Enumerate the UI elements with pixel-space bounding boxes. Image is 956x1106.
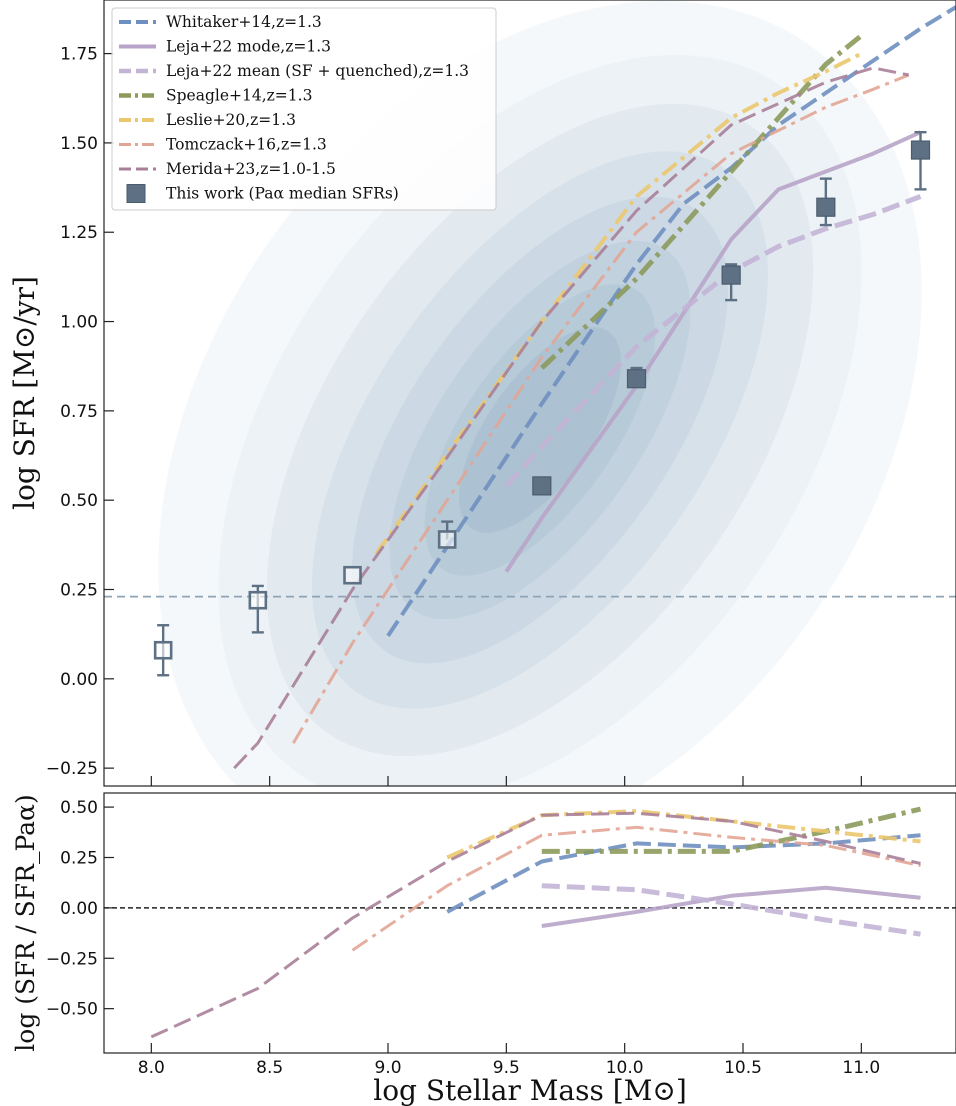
y-tick-label: 1.00 <box>60 313 98 333</box>
residual-line-whitaker-14-z-1-3 <box>446 833 921 914</box>
legend-label-leja-22-mean-sf-quenched-z-1-3: Leja+22 mean (SF + quenched),z=1.3 <box>166 62 469 80</box>
x-tick-label: 10.5 <box>724 1058 762 1078</box>
density-contours <box>218 55 862 786</box>
filled-point-marker <box>816 197 836 217</box>
residual-frame <box>103 792 956 1054</box>
y-axis-title-residual: log (SFR / SFR_Paα) <box>11 794 40 1051</box>
y-axis-title-main: log SFR [M⊙/yr] <box>8 276 41 510</box>
residual-lines <box>150 806 922 1039</box>
y-tick-label: −0.50 <box>46 1000 98 1020</box>
legend-label-merida-23-z-1-0-1-5: Merida+23,z=1.0-1.5 <box>166 160 336 178</box>
paalpha-points <box>153 130 931 677</box>
residual-line-leja-22-mode-z-1-3 <box>541 885 921 928</box>
y-tick-label: 0.25 <box>60 848 98 868</box>
series-line-tomczack-16-z-1-3 <box>292 73 910 744</box>
legend-label-leslie-20-z-1-3: Leslie+20,z=1.3 <box>166 111 296 129</box>
series-line-leslie-20-z-1-3 <box>374 51 863 555</box>
x-tick-label: 8.0 <box>138 1058 165 1078</box>
filled-point-marker <box>910 140 931 160</box>
residual-line-leja-22-mean-sf-quenched-z-1-3 <box>541 883 921 937</box>
y-tick-label: 0.25 <box>60 581 98 601</box>
residual-panel: 8.0 8.5 9.0 9.5 10.0 10.5 11.0 −0.50 −0.25 0.00 0.… <box>46 792 956 1078</box>
legend-label-whitaker-14-z-1-3: Whitaker+14,z=1.3 <box>166 13 322 31</box>
main-frame <box>103 0 956 787</box>
main-axis-ticks: −0.25 0.00 0.25 0.50 0.75 1.00 1.25 1.50 1.75 <box>46 45 862 786</box>
y-tick-label: 1.75 <box>60 45 98 65</box>
series-line-leja-22-mode-z-1-3 <box>504 130 922 573</box>
y-tick-label: 0.00 <box>60 899 98 919</box>
filled-point-marker <box>721 265 741 285</box>
y-tick-label: 0.50 <box>60 491 98 511</box>
open-point-marker <box>343 565 362 585</box>
model-lines <box>233 5 956 770</box>
series-line-leja-22-mean-sf-quenched-z-1-3 <box>504 194 922 488</box>
residual-line-tomczack-16-z-1-3 <box>351 825 921 952</box>
y-tick-label: 0.50 <box>60 798 98 818</box>
x-axis-title: log Stellar Mass [M⊙] <box>373 1074 687 1106</box>
legend-label-tomczack-16-z-1-3: Tomczack+16,z=1.3 <box>166 136 327 154</box>
y-tick-label: −0.25 <box>46 949 98 969</box>
y-tick-label: 1.50 <box>60 134 98 154</box>
y-tick-label: −0.25 <box>46 759 98 779</box>
y-tick-label: 0.75 <box>60 402 98 422</box>
legend-box <box>111 7 497 211</box>
series-line-speagle-14-z-1-3 <box>540 33 863 370</box>
legend-label-speagle-14-z-1-3: Speagle+14,z=1.3 <box>166 87 312 105</box>
legend-marker-paalpha <box>126 184 146 203</box>
filled-point-marker <box>626 369 647 389</box>
main-panel: −0.25 0.00 0.25 0.50 0.75 1.00 1.25 1.50 1.75 Wh… <box>46 0 956 787</box>
residual-line-merida-23-z-1-0-1-5 <box>150 811 921 1039</box>
x-tick-label: 11.0 <box>842 1058 880 1078</box>
x-tick-label: 8.5 <box>256 1058 283 1078</box>
x-tick-label: 9.0 <box>374 1058 401 1078</box>
open-point-marker <box>248 590 268 610</box>
legend-label-this-work-pa-median-sfrs: This work (Paα median SFRs) <box>166 185 399 203</box>
legend-label-leja-22-mode-z-1-3: Leja+22 mode,z=1.3 <box>166 38 331 56</box>
x-tick-label: 9.5 <box>493 1058 520 1078</box>
residual-line-speagle-14-z-1-3 <box>541 806 922 854</box>
x-tick-label: 10.0 <box>606 1058 644 1078</box>
y-tick-label: 1.25 <box>60 223 98 243</box>
open-point-marker <box>437 530 457 549</box>
filled-point-marker <box>532 476 552 496</box>
y-tick-label: 0.00 <box>60 670 98 690</box>
open-point-marker <box>153 640 173 660</box>
legend: Whitaker+14,z=1.3 Leja+22 mode,z=1.3 Leja+… <box>111 7 497 211</box>
series-line-merida-23-z-1-0-1-5 <box>233 66 909 770</box>
residual-axis-ticks: 8.0 8.5 9.0 9.5 10.0 10.5 11.0 −0.50 −0.25 0.00 0.… <box>46 798 880 1078</box>
